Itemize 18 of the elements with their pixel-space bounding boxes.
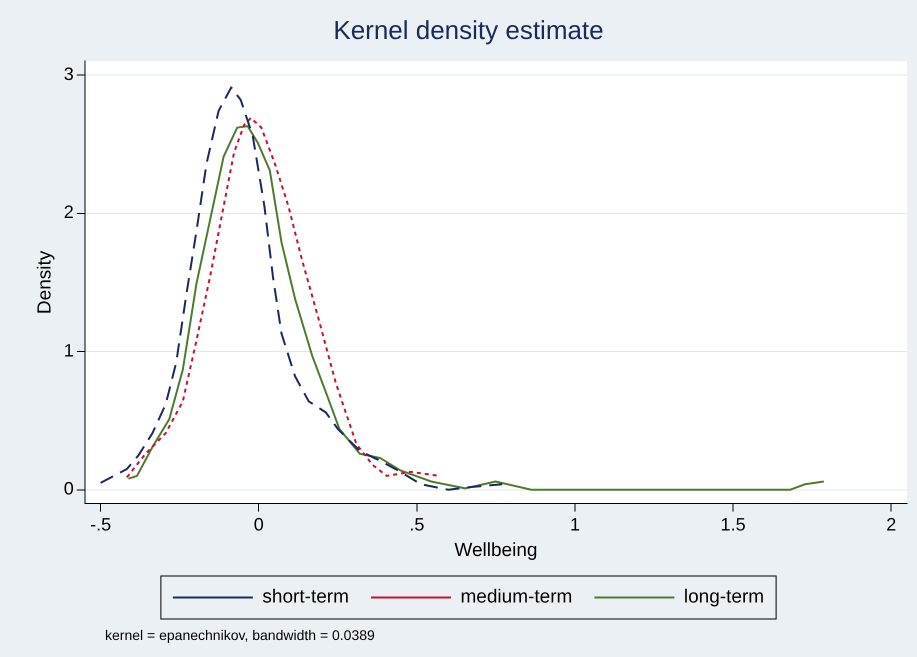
y-tick-label: 1 [64,340,74,360]
y-tick-label: 3 [64,64,74,84]
x-axis-title: Wellbeing [454,540,538,561]
legend-label: long-term [684,586,764,608]
legend-label: medium-term [460,586,572,608]
legend-label: short-term [262,586,349,608]
line-series [100,86,504,491]
x-tick-label: 1 [570,514,580,534]
x-tick-label: 0 [254,514,264,534]
x-tick-label: 2 [886,514,896,534]
y-axis-title: Density [34,250,56,314]
x-tick-label: 1.5 [720,514,746,534]
y-tick-label: 0 [64,478,74,499]
x-tick-label: -.5 [90,514,112,534]
y-tick-label: 2 [64,202,74,222]
x-tick-label: .5 [409,514,424,534]
text: kernel = epanechnikov, bandwidth = 0.0389 [105,626,376,643]
chart-title: Kernel density estimate [333,14,604,45]
